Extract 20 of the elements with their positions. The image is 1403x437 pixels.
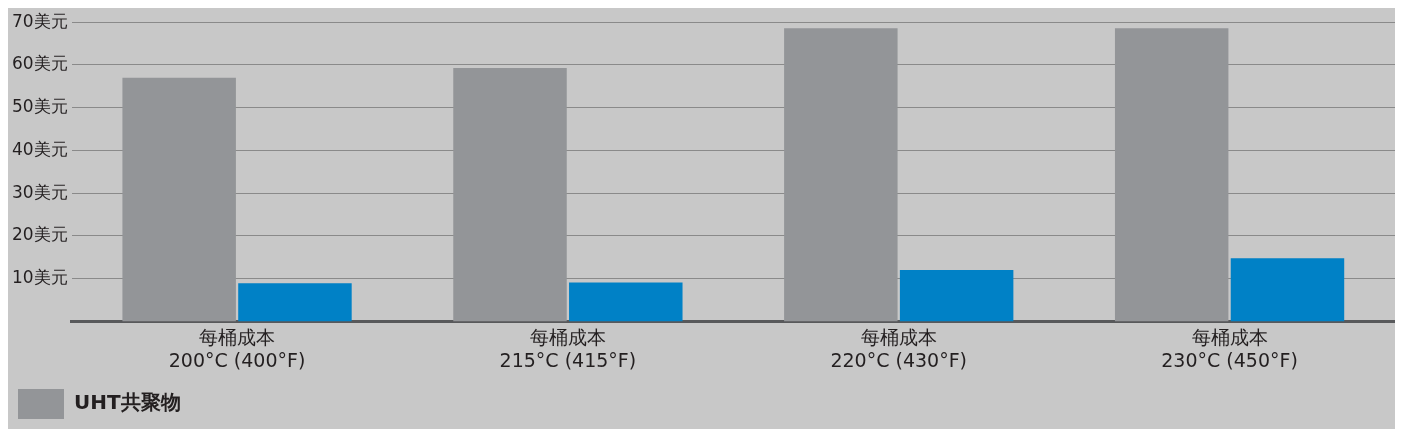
bar <box>899 270 1014 322</box>
y-tick-label: 30美元 <box>11 181 68 202</box>
bar <box>784 28 898 322</box>
x-tick-label: 每桶成本 215°C (415°F) <box>499 325 637 371</box>
bar <box>238 283 352 322</box>
bar <box>1114 28 1229 322</box>
bar <box>453 67 567 322</box>
bar <box>122 77 236 322</box>
x-tick-label: 每桶成本 220°C (430°F) <box>830 325 968 371</box>
legend-label: UHT共聚物 <box>74 390 181 415</box>
x-tick-label: 每桶成本 200°C (400°F) <box>168 325 306 371</box>
y-tick-label: 50美元 <box>11 96 68 117</box>
x-tick-label: 每桶成本 230°C (450°F) <box>1161 325 1298 371</box>
bar <box>569 282 683 322</box>
y-tick-label: 60美元 <box>11 53 68 74</box>
y-tick-label: 40美元 <box>11 138 68 159</box>
y-tick-label: 70美元 <box>11 10 68 31</box>
y-tick-label: 10美元 <box>11 267 68 288</box>
bar <box>1230 258 1345 322</box>
y-tick-label: 20美元 <box>11 224 68 245</box>
